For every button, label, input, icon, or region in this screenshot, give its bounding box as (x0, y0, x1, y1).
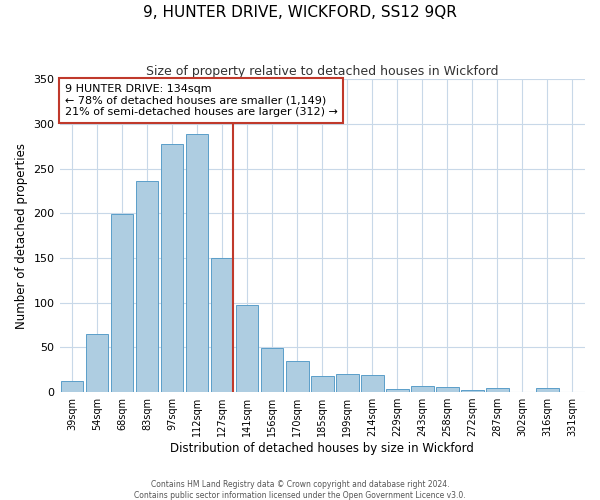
Bar (486, 388, 509, 392)
Bar (386, 388, 409, 392)
Bar (411, 386, 434, 392)
Bar (261, 348, 283, 392)
Y-axis label: Number of detached properties: Number of detached properties (15, 142, 28, 328)
X-axis label: Distribution of detached houses by size in Wickford: Distribution of detached houses by size … (170, 442, 474, 455)
Bar (461, 390, 484, 392)
Bar (86, 334, 109, 392)
Text: 9 HUNTER DRIVE: 134sqm
← 78% of detached houses are smaller (1,149)
21% of semi-: 9 HUNTER DRIVE: 134sqm ← 78% of detached… (65, 84, 338, 117)
Bar (236, 306, 259, 392)
Bar (211, 258, 233, 392)
Title: Size of property relative to detached houses in Wickford: Size of property relative to detached ho… (146, 65, 499, 78)
Bar (311, 376, 334, 392)
Bar (136, 181, 158, 392)
Text: Contains HM Land Registry data © Crown copyright and database right 2024.
Contai: Contains HM Land Registry data © Crown c… (134, 480, 466, 500)
Text: 9, HUNTER DRIVE, WICKFORD, SS12 9QR: 9, HUNTER DRIVE, WICKFORD, SS12 9QR (143, 5, 457, 20)
Bar (61, 382, 83, 392)
Bar (436, 386, 458, 392)
Bar (186, 134, 208, 392)
Bar (336, 374, 359, 392)
Bar (111, 214, 133, 392)
Bar (536, 388, 559, 392)
Bar (361, 375, 383, 392)
Bar (161, 144, 184, 392)
Bar (286, 361, 308, 392)
